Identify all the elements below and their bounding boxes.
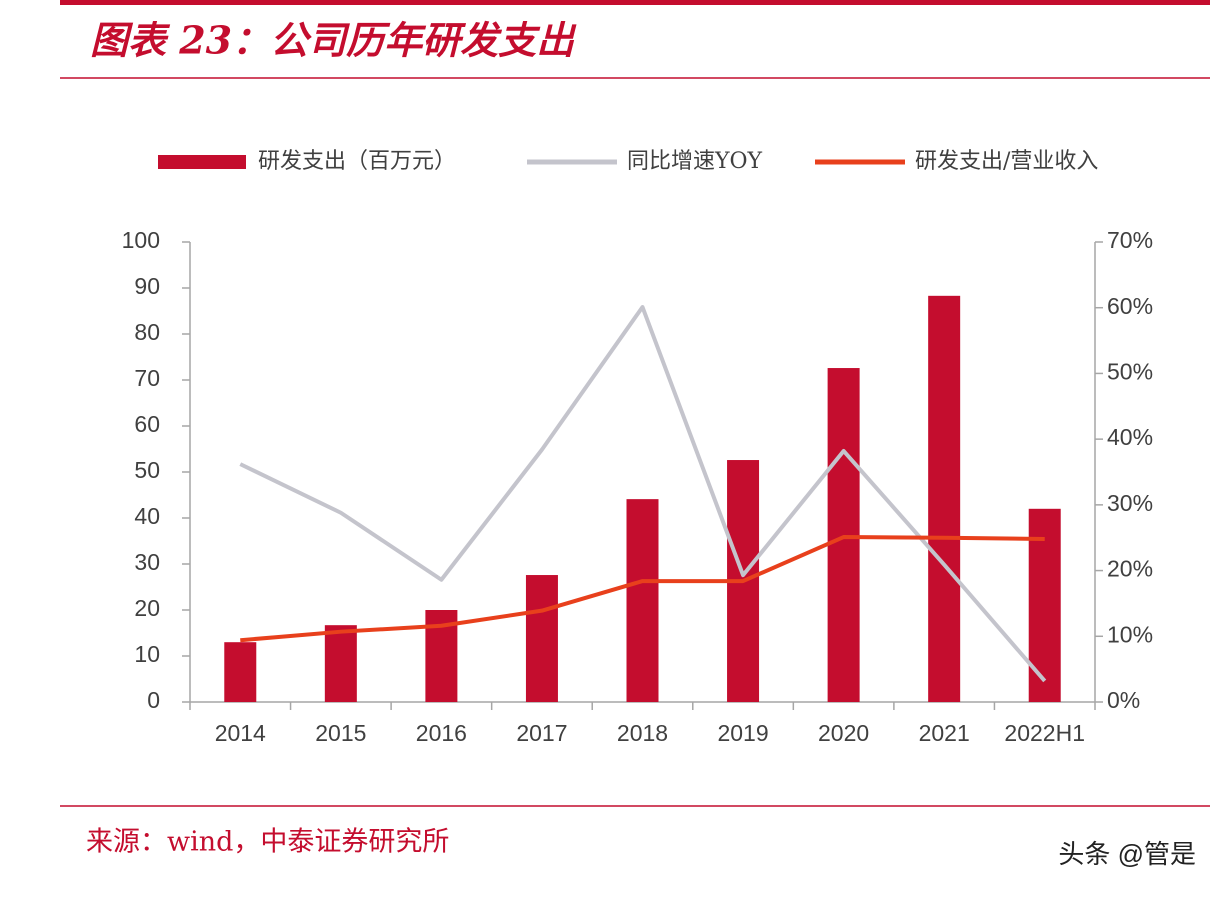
bar [224, 642, 257, 702]
line [240, 535, 1045, 643]
watermark: 头条 @管是 [1058, 839, 1196, 869]
x-tick-label: 2020 [818, 720, 869, 746]
y-tick-label: 90 [134, 273, 160, 299]
source: 来源：wind，中泰证券研究所 [86, 827, 449, 858]
bar [324, 625, 357, 702]
y2-tick-label: 40% [1107, 424, 1153, 450]
legend-label: 同比增速YOY [627, 149, 763, 174]
y-tick-label: 100 [122, 227, 160, 253]
y2-tick-label: 70% [1107, 227, 1153, 253]
legend-label: 研发支出/营业收入 [915, 149, 1098, 174]
bar [928, 295, 961, 702]
x-tick-label: 2014 [215, 720, 266, 746]
bar [525, 575, 558, 702]
x-tick-label: 2021 [919, 720, 970, 746]
y-tick-label: 10 [134, 641, 160, 667]
y2-tick-label: 20% [1107, 556, 1153, 582]
chart-title: 图表 23：公司历年研发支出 [90, 18, 577, 63]
legend-swatch [158, 155, 246, 169]
x-tick-label: 2017 [516, 720, 567, 746]
y2-tick-label: 10% [1107, 621, 1153, 647]
y-tick-label: 70 [134, 365, 160, 391]
x-tick-label: 2022H1 [1004, 720, 1085, 746]
x-tick-label: 2015 [315, 720, 366, 746]
y-tick-label: 80 [134, 319, 160, 345]
y-tick-label: 60 [134, 411, 160, 437]
y2-tick-label: 30% [1107, 490, 1153, 516]
y2-tick-label: 0% [1107, 687, 1140, 713]
y-tick-label: 40 [134, 503, 160, 529]
line [239, 305, 1047, 683]
x-tick-label: 2018 [617, 720, 668, 746]
y2-tick-label: 60% [1107, 293, 1153, 319]
y-tick-label: 30 [134, 549, 160, 575]
y-tick-label: 20 [134, 595, 160, 621]
legend-label: 研发支出（百万元） [258, 149, 456, 174]
x-tick-label: 2019 [717, 720, 768, 746]
bar [827, 368, 860, 702]
y-tick-label: 0 [147, 687, 160, 713]
top-bar [60, 0, 1210, 5]
bar [626, 499, 659, 702]
y-tick-label: 50 [134, 457, 160, 483]
y2-tick-label: 50% [1107, 359, 1153, 385]
x-tick-label: 2016 [416, 720, 467, 746]
